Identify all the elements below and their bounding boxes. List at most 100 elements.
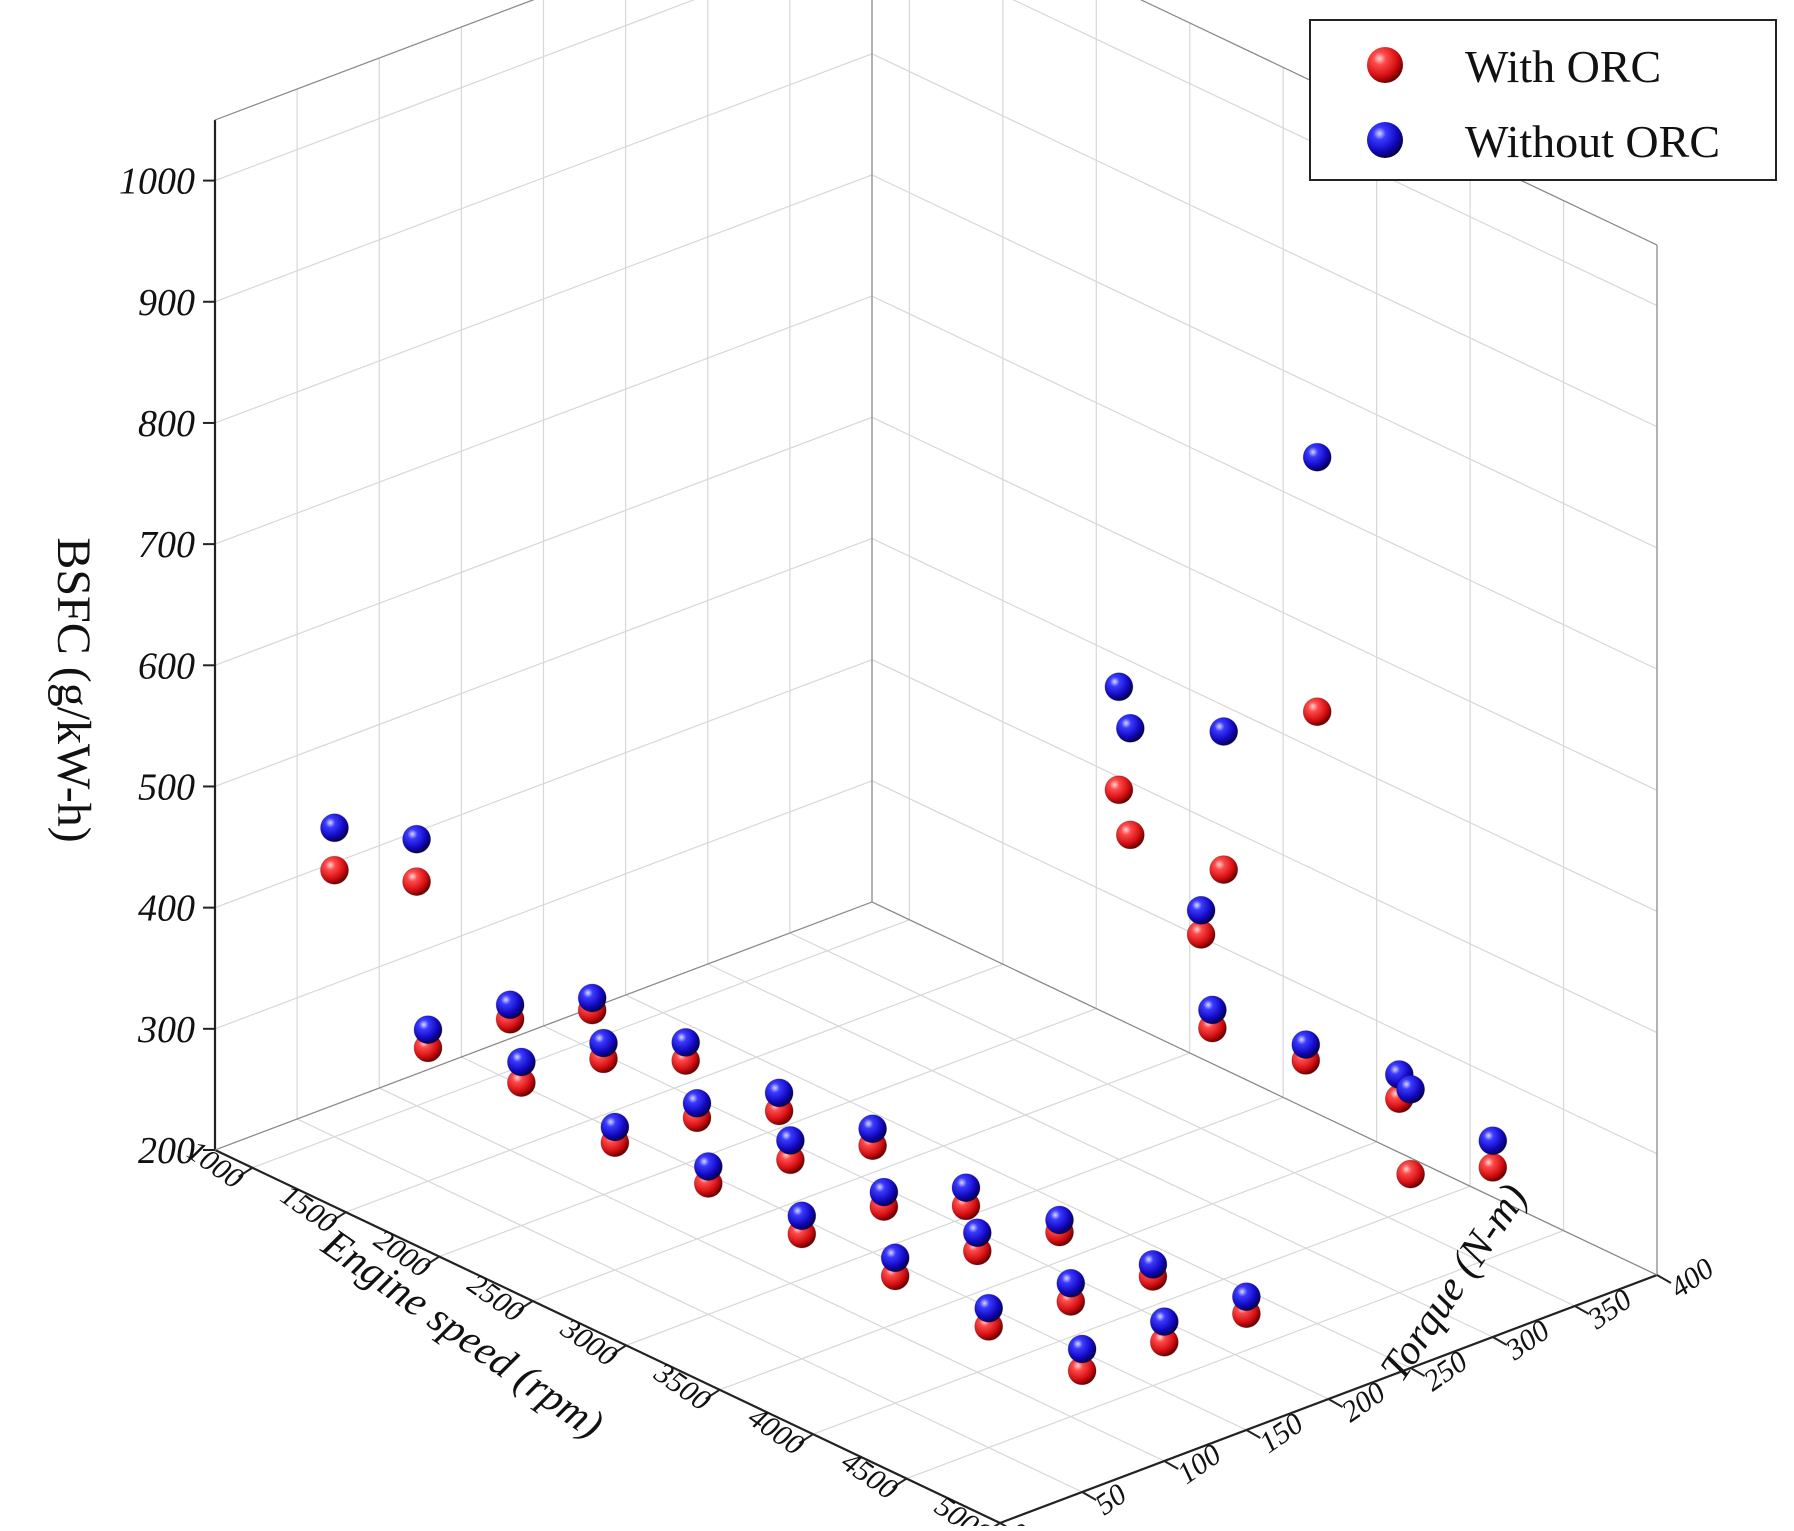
point-with-orc [1186, 920, 1216, 949]
point-with-orc [1396, 1159, 1425, 1189]
y-tick-label: 400 [1664, 1252, 1720, 1305]
point-without-orc [1149, 1307, 1179, 1336]
point-without-orc [577, 983, 607, 1013]
x-tick [518, 1300, 534, 1311]
grid-line-back-z [871, 295, 1658, 670]
frame-edge-floor-back [871, 901, 1658, 1276]
grid-line-floor-y [625, 994, 1411, 1369]
grid-line-back-z [871, 659, 1658, 1034]
legend-label-without-orc: Without ORC [1465, 116, 1720, 167]
grid-line-left-z [214, 780, 873, 1030]
point-without-orc [1232, 1282, 1261, 1312]
y-tick [1163, 1460, 1179, 1470]
tick-labels: 2003004005006007008009001000100015002000… [119, 161, 1720, 1531]
y-tick [1656, 1274, 1672, 1284]
y-tick [1328, 1398, 1343, 1408]
point-without-orc [320, 813, 349, 843]
point-without-orc [1396, 1074, 1425, 1104]
y-tick [1410, 1367, 1426, 1377]
legend-label-with-orc: With ORC [1465, 41, 1661, 92]
point-without-orc [869, 1177, 899, 1207]
frame-edge-top-left [214, 0, 535, 121]
grid-line-left-z [214, 295, 873, 545]
point-without-orc [1138, 1250, 1168, 1279]
legend-marker-with-orc [1367, 47, 1403, 83]
z-axis-title: BSFC (g/kW-h) [47, 537, 100, 842]
point-with-orc [402, 867, 432, 896]
point-with-orc [1302, 697, 1332, 727]
point-without-orc [951, 1173, 981, 1203]
legend-marker-without-orc [1367, 122, 1403, 158]
x-tick-label: 3000 [554, 1311, 623, 1373]
y-tick [1081, 1491, 1097, 1501]
y-tick-label: 200 [1336, 1376, 1392, 1429]
grid-line-floor-y [707, 963, 1494, 1338]
x-tick [611, 1344, 627, 1356]
legend: With ORC Without ORC [1309, 19, 1777, 181]
x-tick-label: 4500 [835, 1445, 903, 1506]
y-tick-label: 350 [1581, 1283, 1638, 1336]
x-tick [892, 1477, 908, 1489]
z-tick-label: 200 [138, 1130, 195, 1172]
z-tick-label: 900 [138, 282, 195, 324]
grid-line-floor-y [378, 1087, 1165, 1462]
point-without-orc [1056, 1268, 1086, 1298]
z-tick-label: 300 [137, 1009, 195, 1051]
y-tick-label: 100 [1171, 1438, 1227, 1491]
x-tick [237, 1166, 253, 1178]
point-without-orc [693, 1152, 723, 1181]
x-tick-label: 3500 [648, 1355, 717, 1417]
point-without-orc [1115, 713, 1145, 743]
point-with-orc [1115, 820, 1145, 850]
grid-line-back-z [1012, 0, 1658, 307]
point-without-orc [1478, 1126, 1508, 1156]
point-without-orc [974, 1293, 1004, 1323]
grid-line-left-z [214, 53, 873, 303]
grid-line-back-z [871, 537, 1658, 913]
point-without-orc [1186, 895, 1216, 925]
point-with-orc [1104, 775, 1134, 805]
x-tick [798, 1433, 814, 1445]
z-tick-label: 500 [138, 766, 195, 808]
grid-line-back-z [871, 174, 1658, 549]
point-without-orc [402, 824, 432, 854]
grid-line-back-z [871, 416, 1658, 791]
grid-line-left-z [214, 0, 696, 182]
point-without-orc [671, 1028, 701, 1057]
point-without-orc [880, 1243, 910, 1273]
grid-line-floor-y [461, 1056, 1247, 1431]
grid-line-floor-y [789, 932, 1576, 1307]
point-without-orc [1291, 1030, 1321, 1059]
grid-line-back-z [871, 780, 1658, 1155]
grid-line-left-z [214, 537, 873, 788]
point-without-orc [589, 1028, 618, 1058]
y-tick [1574, 1305, 1590, 1315]
frame-edge-top-back [1139, 0, 1658, 246]
point-without-orc [495, 990, 525, 1020]
point-without-orc [1067, 1334, 1097, 1364]
point-without-orc [1104, 672, 1134, 702]
point-without-orc [1209, 717, 1239, 746]
grid-line-floor-y [543, 1025, 1329, 1400]
point-without-orc [682, 1088, 712, 1118]
point-without-orc [962, 1218, 992, 1248]
point-without-orc [858, 1114, 887, 1144]
point-with-orc [320, 855, 349, 885]
y-tick-label: 150 [1253, 1407, 1309, 1460]
x-tick [424, 1255, 440, 1267]
z-tick-label: 600 [138, 645, 195, 687]
x-tick [331, 1211, 347, 1223]
point-without-orc [764, 1078, 794, 1108]
y-tick-label: 300 [1499, 1314, 1556, 1367]
point-without-orc [413, 1015, 443, 1045]
y-tick [1245, 1429, 1261, 1439]
z-tick-label: 1000 [119, 161, 195, 203]
z-tick-label: 700 [138, 524, 195, 566]
point-with-orc [1209, 855, 1239, 884]
data-points [320, 442, 1508, 1386]
point-without-orc [1198, 995, 1227, 1025]
tick-marks [203, 179, 1672, 1531]
grid-line-left-z [214, 174, 873, 424]
